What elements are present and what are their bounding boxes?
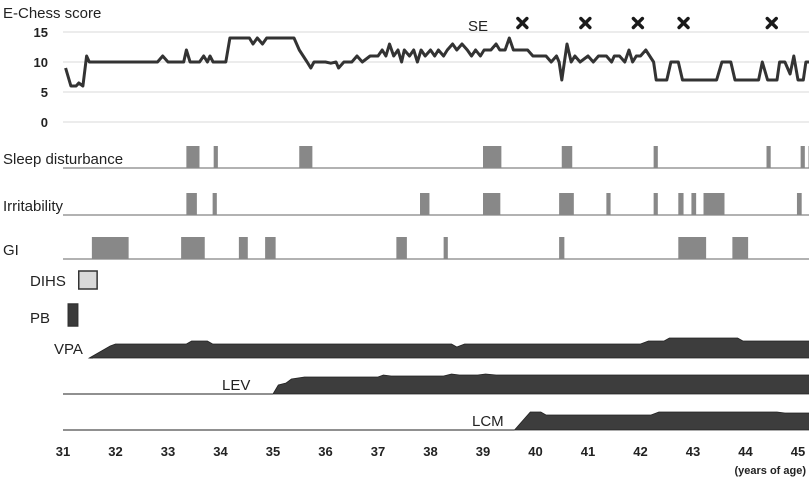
event-bar — [800, 146, 805, 168]
event-bar — [653, 146, 658, 168]
x-tick-label: 37 — [371, 444, 385, 459]
event-bar — [213, 146, 218, 168]
event-bar — [559, 237, 565, 259]
score-y-tick-label: 0 — [41, 115, 48, 130]
event-bar — [678, 237, 707, 259]
event-bar — [653, 193, 658, 215]
x-tick-label: 36 — [318, 444, 332, 459]
short-row-label: PB — [30, 310, 50, 327]
event-bar — [559, 193, 574, 215]
short-row-bar — [67, 303, 79, 327]
drug-row-label: LCM — [472, 413, 504, 430]
se-event-markers — [516, 16, 778, 30]
e-chess-score-line — [64, 36, 809, 88]
event-bar — [212, 193, 217, 215]
event-row-label: GI — [3, 242, 19, 259]
x-tick-label: 44 — [738, 444, 753, 459]
x-tick-label: 34 — [213, 444, 228, 459]
x-tick-label: 41 — [581, 444, 595, 459]
se-event-mark — [579, 16, 592, 30]
score-y-tick-label: 5 — [41, 85, 48, 100]
se-event-mark — [765, 16, 778, 30]
score-y-tick-label: 15 — [34, 25, 48, 40]
short-row-label: DIHS — [30, 273, 66, 290]
se-event-mark — [516, 16, 529, 30]
x-axis-ticks: 31 32 33 34 35 36 37 38 39 40 41 42 43 44 45 — [56, 444, 805, 459]
drug-row-label: VPA — [54, 341, 83, 358]
event-bar — [186, 146, 200, 168]
x-tick-label: 42 — [633, 444, 647, 459]
event-bar — [606, 193, 611, 215]
x-tick-label: 43 — [686, 444, 700, 459]
short-row-bar — [78, 270, 98, 290]
event-bar — [396, 237, 407, 259]
event-row-label: Irritability — [3, 198, 64, 215]
x-tick-label: 35 — [266, 444, 280, 459]
x-tick-label: 39 — [476, 444, 490, 459]
se-label: SE — [468, 18, 488, 35]
chart-title: E-Chess score — [3, 5, 101, 22]
x-tick-label: 45 — [791, 444, 805, 459]
event-bar — [238, 237, 248, 259]
x-tick-label: 38 — [423, 444, 437, 459]
event-bar — [299, 146, 313, 168]
x-tick-label: 32 — [108, 444, 122, 459]
event-bar — [181, 237, 205, 259]
event-bar — [483, 146, 502, 168]
drug-row-label: LEV — [222, 377, 250, 394]
event-bar — [732, 237, 749, 259]
event-rows: Sleep disturbance Irritability GI — [3, 146, 809, 260]
drug-dose-area — [87, 337, 809, 359]
drug-dose-area — [272, 373, 809, 395]
x-tick-label: 33 — [161, 444, 175, 459]
short-rows: DIHS PB — [30, 270, 98, 327]
score-gridlines — [63, 31, 809, 123]
event-row-label: Sleep disturbance — [3, 151, 123, 168]
score-y-ticks: 0 5 10 15 — [34, 25, 48, 130]
event-bar — [766, 146, 771, 168]
x-tick-label: 40 — [528, 444, 542, 459]
event-bar — [796, 193, 802, 215]
drug-rows: VPA LEV LCM — [54, 337, 809, 431]
x-axis-label: (years of age) — [734, 465, 806, 477]
event-bar — [443, 237, 448, 259]
se-event-mark — [677, 16, 690, 30]
event-bar — [678, 193, 684, 215]
score-y-tick-label: 10 — [34, 55, 48, 70]
event-bar — [691, 193, 697, 215]
event-bar — [91, 237, 129, 259]
event-bar — [420, 193, 430, 215]
x-tick-label: 31 — [56, 444, 70, 459]
event-bar — [265, 237, 276, 259]
event-bar — [561, 146, 573, 168]
event-bar — [483, 193, 501, 215]
event-bar — [703, 193, 725, 215]
event-bar — [186, 193, 197, 215]
drug-dose-area — [513, 411, 809, 431]
se-event-mark — [631, 16, 645, 30]
